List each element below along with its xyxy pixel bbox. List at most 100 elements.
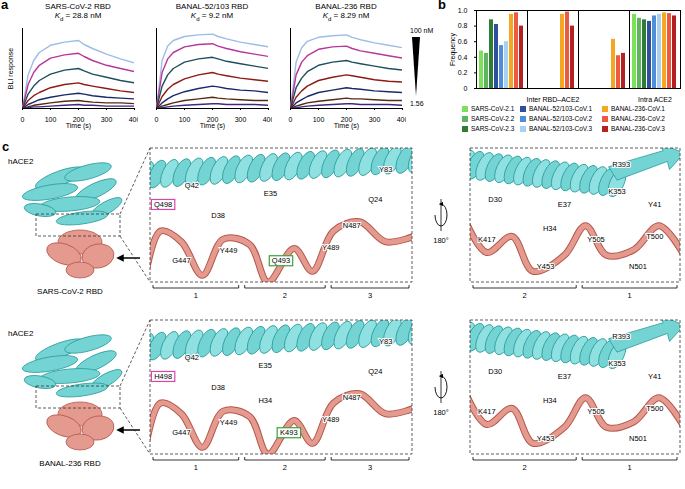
svg-text:200: 200 [340, 116, 353, 124]
svg-text:G447: G447 [172, 256, 190, 265]
svg-text:100 nM: 100 nM [410, 27, 434, 34]
svg-text:K417: K417 [478, 235, 496, 244]
html-text:Kd= 8.29 nM: Kd= 8.29 nM [322, 11, 370, 22]
svg-text:D38: D38 [211, 383, 225, 392]
svg-text:300: 300 [235, 116, 247, 123]
svg-text:E35: E35 [264, 189, 277, 198]
svg-text:Q498: Q498 [154, 200, 172, 209]
html-text:BANAL-52/103 RBD: BANAL-52/103 RBD [175, 2, 249, 11]
svg-text:Y41: Y41 [648, 372, 661, 381]
svg-text:N487: N487 [343, 393, 361, 402]
svg-text:Time (s): Time (s) [200, 122, 225, 130]
svg-text:1: 1 [628, 463, 632, 472]
svg-text:400: 400 [263, 116, 272, 123]
svg-text:N487: N487 [343, 221, 361, 230]
svg-text:400: 400 [129, 116, 138, 123]
svg-text:2: 2 [523, 291, 527, 300]
svg-text:0: 0 [155, 116, 159, 123]
svg-text:0: 0 [464, 85, 468, 92]
svg-text:0.2: 0.2 [458, 69, 468, 76]
svg-text:G447: G447 [172, 428, 190, 437]
svg-text:Q42: Q42 [185, 181, 199, 190]
html-text:SARS-CoV-2 RBD: SARS-CoV-2 RBD [45, 2, 111, 11]
svg-text:E35: E35 [259, 361, 272, 370]
svg-text:Y453: Y453 [537, 262, 555, 271]
svg-text:Y83: Y83 [379, 165, 392, 174]
svg-text:K417: K417 [478, 407, 496, 416]
svg-text:2: 2 [523, 463, 527, 472]
html-text:SARS-CoV-2.1: SARS-CoV-2.1 [471, 105, 515, 112]
svg-text:0: 0 [289, 116, 293, 123]
svg-text:Y449: Y449 [220, 246, 238, 255]
svg-text:1.0: 1.0 [458, 7, 468, 14]
svg-text:Inter RBD–ACE2: Inter RBD–ACE2 [527, 96, 580, 102]
svg-text:Y505: Y505 [587, 407, 605, 416]
svg-text:K493: K493 [280, 428, 298, 437]
svg-text:Y41: Y41 [648, 200, 661, 209]
svg-text:Y489: Y489 [322, 415, 340, 424]
svg-text:N501: N501 [629, 262, 647, 271]
svg-text:Y449: Y449 [220, 418, 238, 427]
svg-text:0.8: 0.8 [458, 22, 468, 29]
svg-text:BLI response: BLI response [7, 48, 15, 89]
svg-text:T500: T500 [646, 404, 663, 413]
svg-text:Q24: Q24 [368, 195, 382, 204]
svg-text:Y505: Y505 [587, 235, 605, 244]
svg-text:D30: D30 [488, 367, 502, 376]
svg-text:100: 100 [313, 116, 325, 123]
svg-text:c: c [2, 140, 9, 154]
html-text:Kd= 9.2 nM: Kd= 9.2 nM [190, 11, 234, 22]
svg-text:H498: H498 [154, 372, 172, 381]
svg-text:N501: N501 [629, 434, 647, 443]
svg-text:Q24: Q24 [368, 367, 382, 376]
svg-text:0: 0 [21, 116, 25, 123]
svg-text:400: 400 [397, 116, 406, 123]
svg-text:2: 2 [283, 463, 287, 472]
svg-text:H34: H34 [543, 224, 557, 233]
svg-text:Y489: Y489 [322, 243, 340, 252]
svg-text:0.6: 0.6 [458, 38, 468, 45]
svg-text:SARS-CoV-2 RBD: SARS-CoV-2 RBD [37, 287, 103, 296]
svg-text:1: 1 [628, 291, 632, 300]
svg-text:Intra ACE2: Intra ACE2 [638, 96, 672, 102]
svg-text:1: 1 [194, 291, 198, 300]
svg-text:hACE2: hACE2 [8, 157, 34, 166]
svg-text:E37: E37 [558, 372, 571, 381]
svg-text:3: 3 [368, 291, 372, 300]
svg-text:100: 100 [45, 116, 57, 123]
svg-text:T500: T500 [646, 232, 663, 241]
svg-text:180°: 180° [433, 408, 449, 417]
html-text:SARS-CoV-2.2: SARS-CoV-2.2 [471, 115, 515, 122]
svg-text:180°: 180° [433, 236, 449, 245]
svg-text:1: 1 [194, 463, 198, 472]
svg-text:2: 2 [283, 291, 287, 300]
svg-text:Y83: Y83 [379, 337, 392, 346]
svg-text:300: 300 [101, 116, 113, 123]
svg-text:Y453: Y453 [537, 434, 555, 443]
svg-text:hACE2: hACE2 [8, 329, 34, 338]
svg-text:0.4: 0.4 [458, 54, 468, 61]
html-text:BANAL-236 RBD: BANAL-236 RBD [315, 2, 377, 11]
svg-text:R393: R393 [612, 332, 630, 341]
svg-text:D30: D30 [488, 195, 502, 204]
svg-text:3: 3 [368, 463, 372, 472]
svg-text:200: 200 [206, 116, 219, 124]
svg-text:D38: D38 [211, 211, 225, 220]
svg-text:100: 100 [179, 116, 191, 123]
svg-text:Q493: Q493 [272, 256, 290, 265]
svg-text:K353: K353 [608, 187, 626, 196]
svg-text:Frequency: Frequency [449, 32, 457, 66]
svg-text:R393: R393 [612, 160, 630, 169]
svg-text:300: 300 [369, 116, 381, 123]
html-text:Kd= 28.8 nM: Kd= 28.8 nM [54, 11, 102, 22]
svg-text:BANAL-236 RBD: BANAL-236 RBD [39, 459, 101, 468]
svg-text:H34: H34 [543, 396, 557, 405]
svg-text:1.56: 1.56 [410, 100, 424, 107]
svg-text:200: 200 [72, 116, 85, 124]
svg-text:Q42: Q42 [185, 353, 199, 362]
svg-text:Time (s): Time (s) [334, 122, 359, 130]
svg-text:H34: H34 [258, 396, 272, 405]
svg-text:Time (s): Time (s) [66, 122, 91, 130]
svg-text:K353: K353 [608, 359, 626, 368]
svg-text:E37: E37 [558, 200, 571, 209]
